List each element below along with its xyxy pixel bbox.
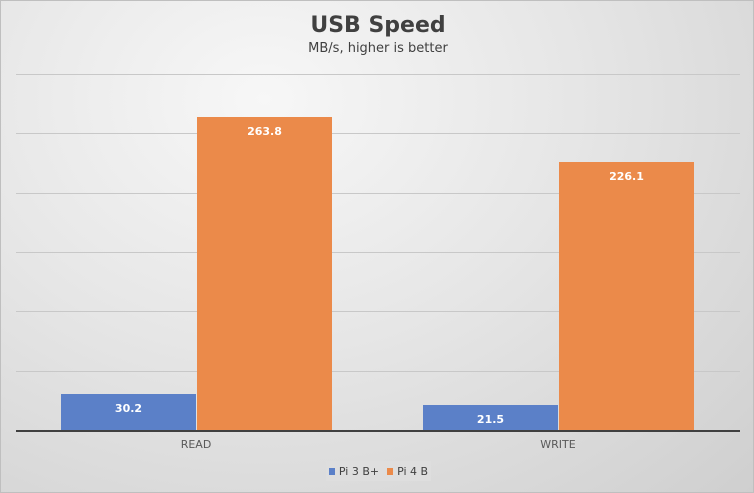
plot-area: 30.2 263.8 READ 21.5 226.1 WRITE bbox=[16, 74, 740, 451]
legend-swatch-icon bbox=[328, 467, 335, 475]
legend-item: Pi 4 B bbox=[387, 465, 428, 478]
gridline bbox=[16, 192, 740, 194]
gridline bbox=[16, 74, 740, 75]
gridline bbox=[16, 370, 740, 372]
bar-write-0: 21.5 bbox=[423, 404, 558, 430]
data-label: 30.2 bbox=[114, 402, 143, 416]
data-label: 21.5 bbox=[476, 412, 505, 426]
x-axis-line bbox=[16, 430, 740, 432]
data-label: 226.1 bbox=[609, 169, 644, 183]
legend-swatch-icon bbox=[387, 467, 394, 475]
category-label: READ bbox=[180, 438, 212, 451]
gridline bbox=[16, 252, 740, 253]
gridline bbox=[16, 133, 740, 135]
category-label: WRITE bbox=[540, 438, 576, 451]
gridline bbox=[16, 311, 740, 313]
bar-read-1: 263.8 bbox=[197, 116, 332, 430]
bar-write-1: 226.1 bbox=[559, 161, 694, 430]
data-label: 263.8 bbox=[247, 124, 282, 138]
legend-item: Pi 3 B+ bbox=[328, 464, 380, 478]
legend-label: Pi 3 B+ bbox=[338, 464, 380, 478]
legend: Pi 3 B+ Pi 4 B bbox=[326, 461, 431, 481]
bar-read-0: 30.2 bbox=[61, 394, 196, 430]
chart-title: USB Speed bbox=[310, 13, 446, 38]
chart-subtitle: MB/s, higher is better bbox=[308, 41, 448, 56]
legend-label: Pi 4 B bbox=[397, 464, 429, 478]
